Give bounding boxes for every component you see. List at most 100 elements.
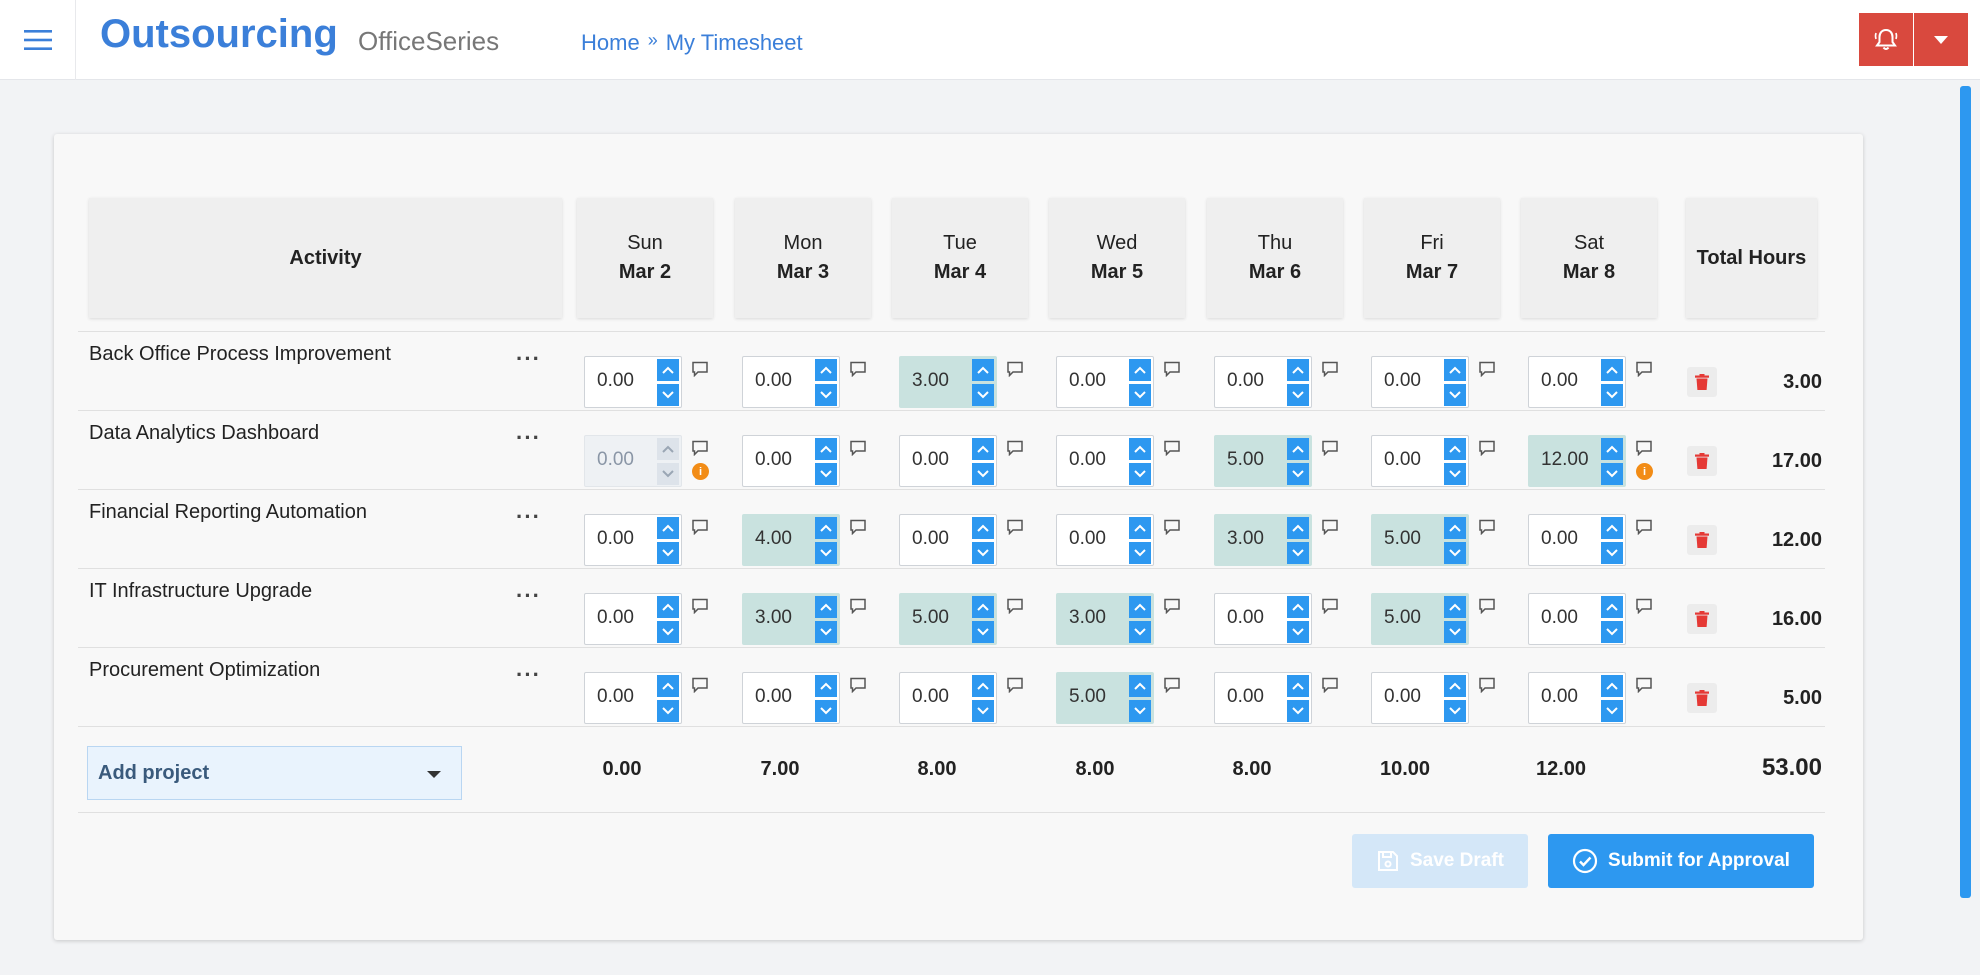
hours-input[interactable]: 0.00 xyxy=(1528,672,1626,724)
hours-input[interactable]: 0.00 xyxy=(899,435,997,487)
hours-input[interactable]: 0.00 xyxy=(1214,593,1312,645)
hours-input[interactable]: 0.00 xyxy=(584,514,682,566)
comment-icon[interactable] xyxy=(691,361,709,378)
comment-icon[interactable] xyxy=(1163,440,1181,457)
add-project-dropdown[interactable]: Add project xyxy=(87,746,462,800)
decrement-button[interactable] xyxy=(1129,463,1151,485)
hours-input[interactable]: 0.00 xyxy=(742,435,840,487)
hours-input[interactable]: 0.00 xyxy=(1214,672,1312,724)
increment-button[interactable] xyxy=(815,359,837,381)
increment-button[interactable] xyxy=(972,517,994,539)
decrement-button[interactable] xyxy=(657,700,679,722)
comment-icon[interactable] xyxy=(1635,440,1653,457)
decrement-button[interactable] xyxy=(972,384,994,406)
breadcrumb-home-link[interactable]: Home xyxy=(581,30,640,55)
hours-input[interactable]: 3.00 xyxy=(1056,593,1154,645)
delete-row-button[interactable] xyxy=(1687,683,1717,713)
comment-icon[interactable] xyxy=(849,440,867,457)
decrement-button[interactable] xyxy=(815,542,837,564)
comment-icon[interactable] xyxy=(1478,361,1496,378)
comment-icon[interactable] xyxy=(691,519,709,536)
hours-input[interactable]: 3.00 xyxy=(899,356,997,408)
increment-button[interactable] xyxy=(1287,438,1309,460)
comment-icon[interactable] xyxy=(1321,440,1339,457)
comment-icon[interactable] xyxy=(1635,519,1653,536)
decrement-button[interactable] xyxy=(1601,700,1623,722)
decrement-button[interactable] xyxy=(1287,621,1309,643)
decrement-button[interactable] xyxy=(1601,542,1623,564)
comment-icon[interactable] xyxy=(1163,361,1181,378)
increment-button[interactable] xyxy=(1601,596,1623,618)
decrement-button[interactable] xyxy=(1287,463,1309,485)
comment-icon[interactable] xyxy=(1478,598,1496,615)
increment-button[interactable] xyxy=(1601,517,1623,539)
comment-icon[interactable] xyxy=(849,677,867,694)
comment-icon[interactable] xyxy=(849,598,867,615)
increment-button[interactable] xyxy=(1287,675,1309,697)
decrement-button[interactable] xyxy=(1444,384,1466,406)
increment-button[interactable] xyxy=(1601,675,1623,697)
comment-icon[interactable] xyxy=(691,440,709,457)
comment-icon[interactable] xyxy=(1635,361,1653,378)
increment-button[interactable] xyxy=(657,675,679,697)
decrement-button[interactable] xyxy=(1129,384,1151,406)
delete-row-button[interactable] xyxy=(1687,446,1717,476)
comment-icon[interactable] xyxy=(1006,440,1024,457)
hours-input[interactable]: 3.00 xyxy=(1214,514,1312,566)
hours-input[interactable]: 0.00 xyxy=(1528,356,1626,408)
increment-button[interactable] xyxy=(1444,675,1466,697)
increment-button[interactable] xyxy=(972,359,994,381)
increment-button[interactable] xyxy=(1444,517,1466,539)
decrement-button[interactable] xyxy=(1444,621,1466,643)
increment-button[interactable] xyxy=(815,596,837,618)
decrement-button[interactable] xyxy=(972,700,994,722)
decrement-button[interactable] xyxy=(1129,621,1151,643)
decrement-button[interactable] xyxy=(1601,621,1623,643)
increment-button[interactable] xyxy=(1601,438,1623,460)
increment-button[interactable] xyxy=(657,359,679,381)
increment-button[interactable] xyxy=(1287,596,1309,618)
increment-button[interactable] xyxy=(1287,359,1309,381)
comment-icon[interactable] xyxy=(1006,361,1024,378)
notifications-button[interactable] xyxy=(1859,13,1913,66)
decrement-button[interactable] xyxy=(1601,463,1623,485)
decrement-button[interactable] xyxy=(657,621,679,643)
row-options-menu-icon[interactable]: ··· xyxy=(516,504,541,529)
comment-icon[interactable] xyxy=(691,598,709,615)
submit-for-approval-button[interactable]: Submit for Approval xyxy=(1548,834,1814,888)
decrement-button[interactable] xyxy=(1444,700,1466,722)
hours-input[interactable]: 0.00 xyxy=(742,356,840,408)
increment-button[interactable] xyxy=(1287,517,1309,539)
decrement-button[interactable] xyxy=(1287,542,1309,564)
comment-icon[interactable] xyxy=(1321,519,1339,536)
decrement-button[interactable] xyxy=(1444,463,1466,485)
increment-button[interactable] xyxy=(1129,675,1151,697)
row-options-menu-icon[interactable]: ··· xyxy=(516,583,541,608)
decrement-button[interactable] xyxy=(815,384,837,406)
comment-icon[interactable] xyxy=(1478,519,1496,536)
comment-icon[interactable] xyxy=(1478,677,1496,694)
hours-input[interactable]: 5.00 xyxy=(1371,593,1469,645)
hours-input[interactable]: 12.00 xyxy=(1528,435,1626,487)
comment-icon[interactable] xyxy=(691,677,709,694)
hours-input[interactable]: 0.00 xyxy=(899,514,997,566)
hours-input[interactable]: 3.00 xyxy=(742,593,840,645)
increment-button[interactable] xyxy=(657,517,679,539)
comment-icon[interactable] xyxy=(1321,598,1339,615)
hours-input[interactable]: 0.00 xyxy=(584,593,682,645)
brand-title[interactable]: Outsourcing xyxy=(100,12,338,56)
comment-icon[interactable] xyxy=(1163,677,1181,694)
decrement-button[interactable] xyxy=(1129,542,1151,564)
decrement-button[interactable] xyxy=(815,700,837,722)
hours-input[interactable]: 0.00 xyxy=(1056,435,1154,487)
row-options-menu-icon[interactable]: ··· xyxy=(516,425,541,450)
increment-button[interactable] xyxy=(1444,438,1466,460)
hours-input[interactable]: 5.00 xyxy=(1371,514,1469,566)
decrement-button[interactable] xyxy=(972,463,994,485)
hours-input[interactable]: 5.00 xyxy=(1056,672,1154,724)
comment-icon[interactable] xyxy=(849,361,867,378)
delete-row-button[interactable] xyxy=(1687,525,1717,555)
decrement-button[interactable] xyxy=(657,542,679,564)
decrement-button[interactable] xyxy=(972,621,994,643)
increment-button[interactable] xyxy=(1129,359,1151,381)
